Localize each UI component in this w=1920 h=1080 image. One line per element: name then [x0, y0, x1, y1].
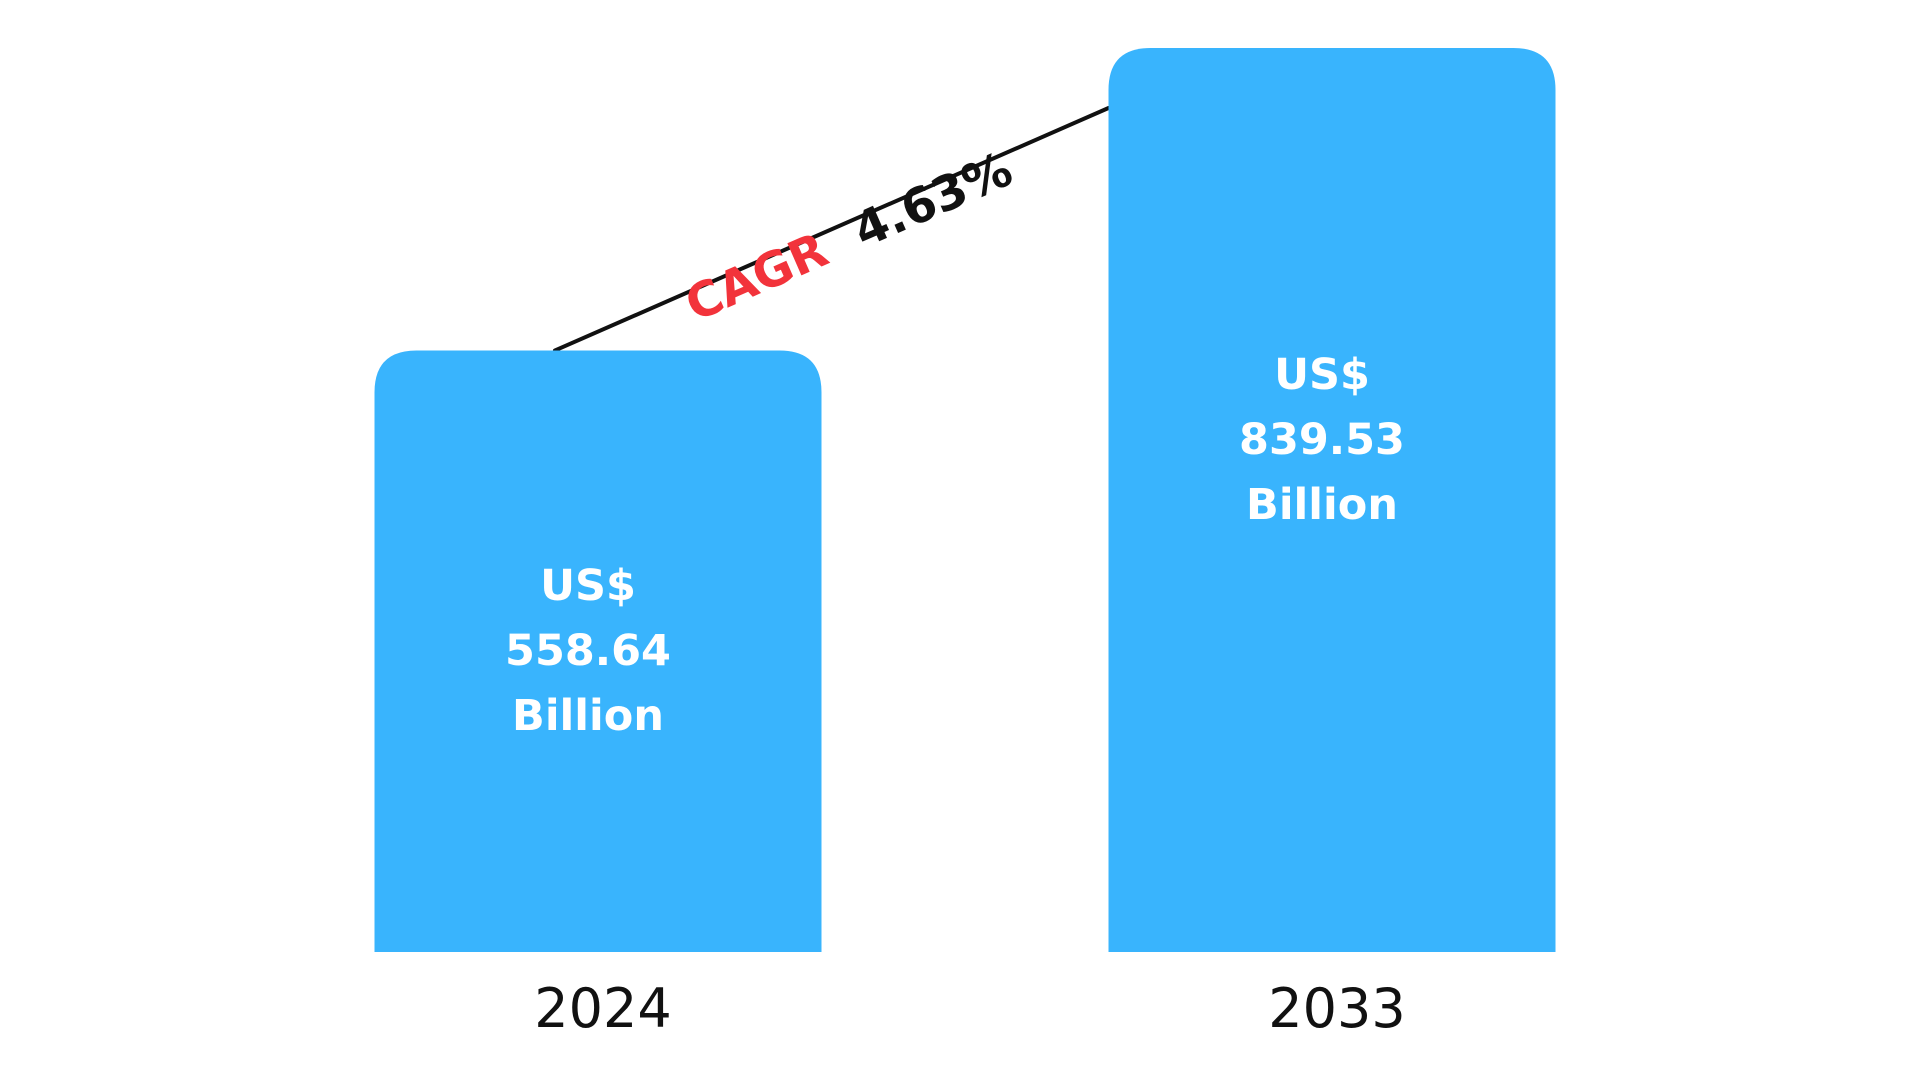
x-tick-label-2024: 2024 [534, 977, 671, 1040]
data-label-line: 839.53 [1239, 415, 1405, 465]
data-label-line: US$ [1274, 350, 1370, 400]
data-label-line: Billion [1246, 480, 1398, 530]
labels-group: US$ 558.64 Billion 2024 US$ 839.53 Billion 2033 [505, 350, 1406, 1040]
bar-2024 [374, 350, 822, 952]
data-label-line: US$ [540, 561, 636, 611]
cagr-prefix-label: CAGR [677, 222, 836, 333]
bar-2033 [1108, 48, 1556, 952]
cagr-value-label: 4.63% [845, 141, 1020, 259]
data-label-line: Billion [512, 691, 664, 741]
data-label-2024: US$ 558.64 Billion [505, 561, 671, 741]
cagr-annotation: CAGR 4.63% [677, 141, 1020, 333]
x-tick-label-2033: 2033 [1268, 977, 1405, 1040]
cagr-trend-line [553, 106, 1111, 353]
data-label-2033: US$ 839.53 Billion [1239, 350, 1405, 530]
bars-group [374, 48, 1556, 952]
data-label-line: 558.64 [505, 626, 671, 676]
